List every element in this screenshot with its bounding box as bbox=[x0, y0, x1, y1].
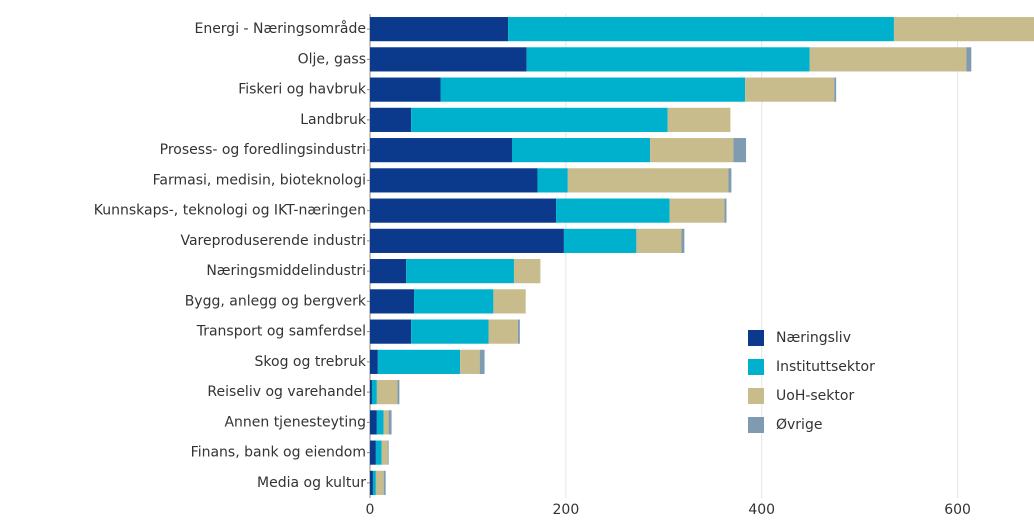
bar-segment bbox=[488, 319, 518, 344]
bar-segment bbox=[370, 440, 376, 465]
bar-segment bbox=[745, 77, 835, 102]
bar-segment bbox=[681, 228, 685, 253]
bar-segment bbox=[733, 138, 747, 163]
y-tick-label: Næringsmiddelindustri bbox=[206, 263, 366, 279]
y-tick-label: Annen tjenesteyting bbox=[224, 414, 366, 430]
y-tick-label: Energi - Næringsområde bbox=[194, 20, 366, 37]
bars bbox=[370, 17, 1034, 495]
bar-segment bbox=[667, 107, 731, 132]
bar-segment bbox=[375, 470, 384, 495]
bar-segment bbox=[669, 198, 725, 223]
bar-segment bbox=[479, 349, 485, 374]
bar-segment bbox=[370, 107, 412, 132]
bar-segment bbox=[556, 198, 670, 223]
x-tick-label: 600 bbox=[944, 502, 971, 518]
bar-segment bbox=[370, 289, 415, 314]
bar-segment bbox=[388, 410, 392, 435]
y-tick-label: Fiskeri og havbruk bbox=[238, 82, 367, 98]
x-tick-label: 200 bbox=[553, 502, 580, 518]
bar-segment bbox=[375, 440, 382, 465]
legend-label: Næringsliv bbox=[776, 330, 851, 346]
legend-swatch bbox=[748, 417, 764, 433]
bar-segment bbox=[414, 289, 494, 314]
bar-segment bbox=[383, 410, 389, 435]
legend-label: UoH-sektor bbox=[776, 388, 854, 404]
bar-segment bbox=[517, 319, 520, 344]
legend-label: Instituttsektor bbox=[776, 359, 875, 375]
bar-segment bbox=[493, 289, 526, 314]
y-tick-label: Reiseliv og varehandel bbox=[207, 384, 366, 400]
bar-segment bbox=[383, 470, 386, 495]
bar-segment bbox=[724, 198, 727, 223]
bar-segment bbox=[377, 349, 461, 374]
legend-swatch bbox=[748, 388, 764, 404]
bar-segment bbox=[513, 259, 541, 284]
bar-segment bbox=[512, 138, 651, 163]
bar-segment bbox=[370, 259, 407, 284]
bar-segment bbox=[406, 259, 514, 284]
bar-segment bbox=[508, 17, 894, 42]
bar-segment bbox=[370, 319, 412, 344]
y-tick-label: Landbruk bbox=[300, 112, 367, 128]
bar-segment bbox=[370, 77, 441, 102]
bar-segment bbox=[370, 470, 373, 495]
bar-segment bbox=[370, 198, 557, 223]
bar-segment bbox=[370, 47, 527, 72]
bar-segment bbox=[809, 47, 967, 72]
bar-segment bbox=[381, 440, 388, 465]
bar-segment bbox=[370, 168, 538, 193]
legend-swatch bbox=[748, 330, 764, 346]
bar-segment bbox=[370, 380, 372, 405]
y-tick-label: Skog og trebruk bbox=[255, 354, 367, 370]
legend-label: Øvrige bbox=[776, 417, 822, 433]
bar-segment bbox=[650, 138, 734, 163]
bar-segment bbox=[371, 380, 377, 405]
bar-segment bbox=[411, 107, 668, 132]
y-tick-label: Finans, bank og eiendom bbox=[191, 445, 366, 461]
y-tick-label: Olje, gass bbox=[298, 51, 366, 67]
bar-segment bbox=[526, 47, 810, 72]
legend-swatch bbox=[748, 359, 764, 375]
x-tick-label: 400 bbox=[748, 502, 775, 518]
bar-segment bbox=[372, 470, 376, 495]
labels: 0 200 400 600 Energi - Næringsområde Olje, ga… bbox=[94, 20, 971, 518]
bar-segment bbox=[376, 380, 398, 405]
y-tick-label: Prosess- og foredlingsindustri bbox=[160, 142, 366, 158]
bar-segment bbox=[440, 77, 746, 102]
bar-segment bbox=[728, 168, 732, 193]
bar-segment bbox=[370, 17, 509, 42]
y-tick-label: Media og kultur bbox=[257, 475, 366, 491]
x-tick-label: 0 bbox=[366, 502, 375, 518]
bar-segment bbox=[563, 228, 637, 253]
bar-segment bbox=[567, 168, 729, 193]
bar-segment bbox=[397, 380, 400, 405]
bar-segment bbox=[966, 47, 972, 72]
bar-segment bbox=[537, 168, 568, 193]
y-tick-label: Kunnskaps-, teknologi og IKT-næringen bbox=[94, 203, 366, 219]
bar-segment bbox=[370, 228, 564, 253]
bar-segment bbox=[893, 17, 1034, 42]
bar-segment bbox=[370, 410, 377, 435]
y-tick-label: Farmasi, medisin, bioteknologi bbox=[153, 172, 366, 188]
bar-segment bbox=[636, 228, 682, 253]
bar-segment bbox=[411, 319, 489, 344]
bar-segment bbox=[376, 410, 384, 435]
bar-segment bbox=[387, 440, 389, 465]
y-tick-label: Transport og samferdsel bbox=[196, 324, 366, 340]
bar-segment bbox=[370, 349, 378, 374]
bar-segment bbox=[370, 138, 513, 163]
y-tick-label: Vareproduserende industri bbox=[180, 233, 366, 249]
bar-segment bbox=[834, 77, 837, 102]
bar-segment bbox=[460, 349, 480, 374]
y-tick-label: Bygg, anlegg og bergverk bbox=[185, 293, 367, 309]
